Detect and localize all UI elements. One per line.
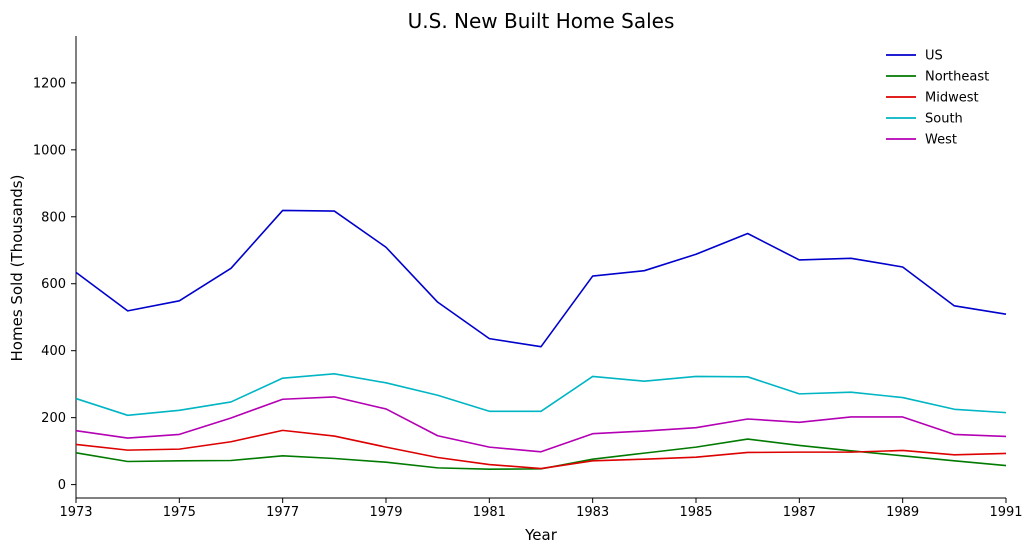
legend-label-northeast: Northeast xyxy=(925,70,989,85)
chart-title: U.S. New Built Home Sales xyxy=(408,9,675,33)
series-lines xyxy=(76,210,1006,469)
legend-label-midwest: Midwest xyxy=(925,91,979,106)
series-line-us xyxy=(76,210,1006,346)
series-line-midwest xyxy=(76,430,1006,468)
legend-label-us: US xyxy=(925,49,943,64)
x-tick-label: 1977 xyxy=(266,505,299,520)
y-tick-label: 800 xyxy=(41,210,66,225)
legend-label-south: South xyxy=(925,112,963,127)
x-tick-label: 1985 xyxy=(679,505,712,520)
y-tick-label: 600 xyxy=(41,277,66,292)
x-tick-label: 1975 xyxy=(163,505,196,520)
x-tick-label: 1987 xyxy=(783,505,816,520)
y-tick-label: 0 xyxy=(58,478,66,493)
x-tick-label: 1973 xyxy=(59,505,92,520)
y-tick-label: 1000 xyxy=(33,143,66,158)
legend-label-west: West xyxy=(925,133,957,148)
x-tick-label: 1983 xyxy=(576,505,609,520)
series-line-south xyxy=(76,374,1006,416)
x-axis-label: Year xyxy=(524,526,558,544)
legend: US Northeast Midwest South West xyxy=(886,49,989,148)
x-tick-label: 1979 xyxy=(369,505,402,520)
x-tick-label: 1989 xyxy=(886,505,919,520)
x-tick-label: 1981 xyxy=(473,505,506,520)
y-axis-label: Homes Sold (Thousands) xyxy=(8,175,26,362)
y-tick-label: 200 xyxy=(41,411,66,426)
x-tick-label: 1991 xyxy=(989,505,1022,520)
y-tick-label: 1200 xyxy=(33,76,66,91)
y-tick-label: 400 xyxy=(41,344,66,359)
